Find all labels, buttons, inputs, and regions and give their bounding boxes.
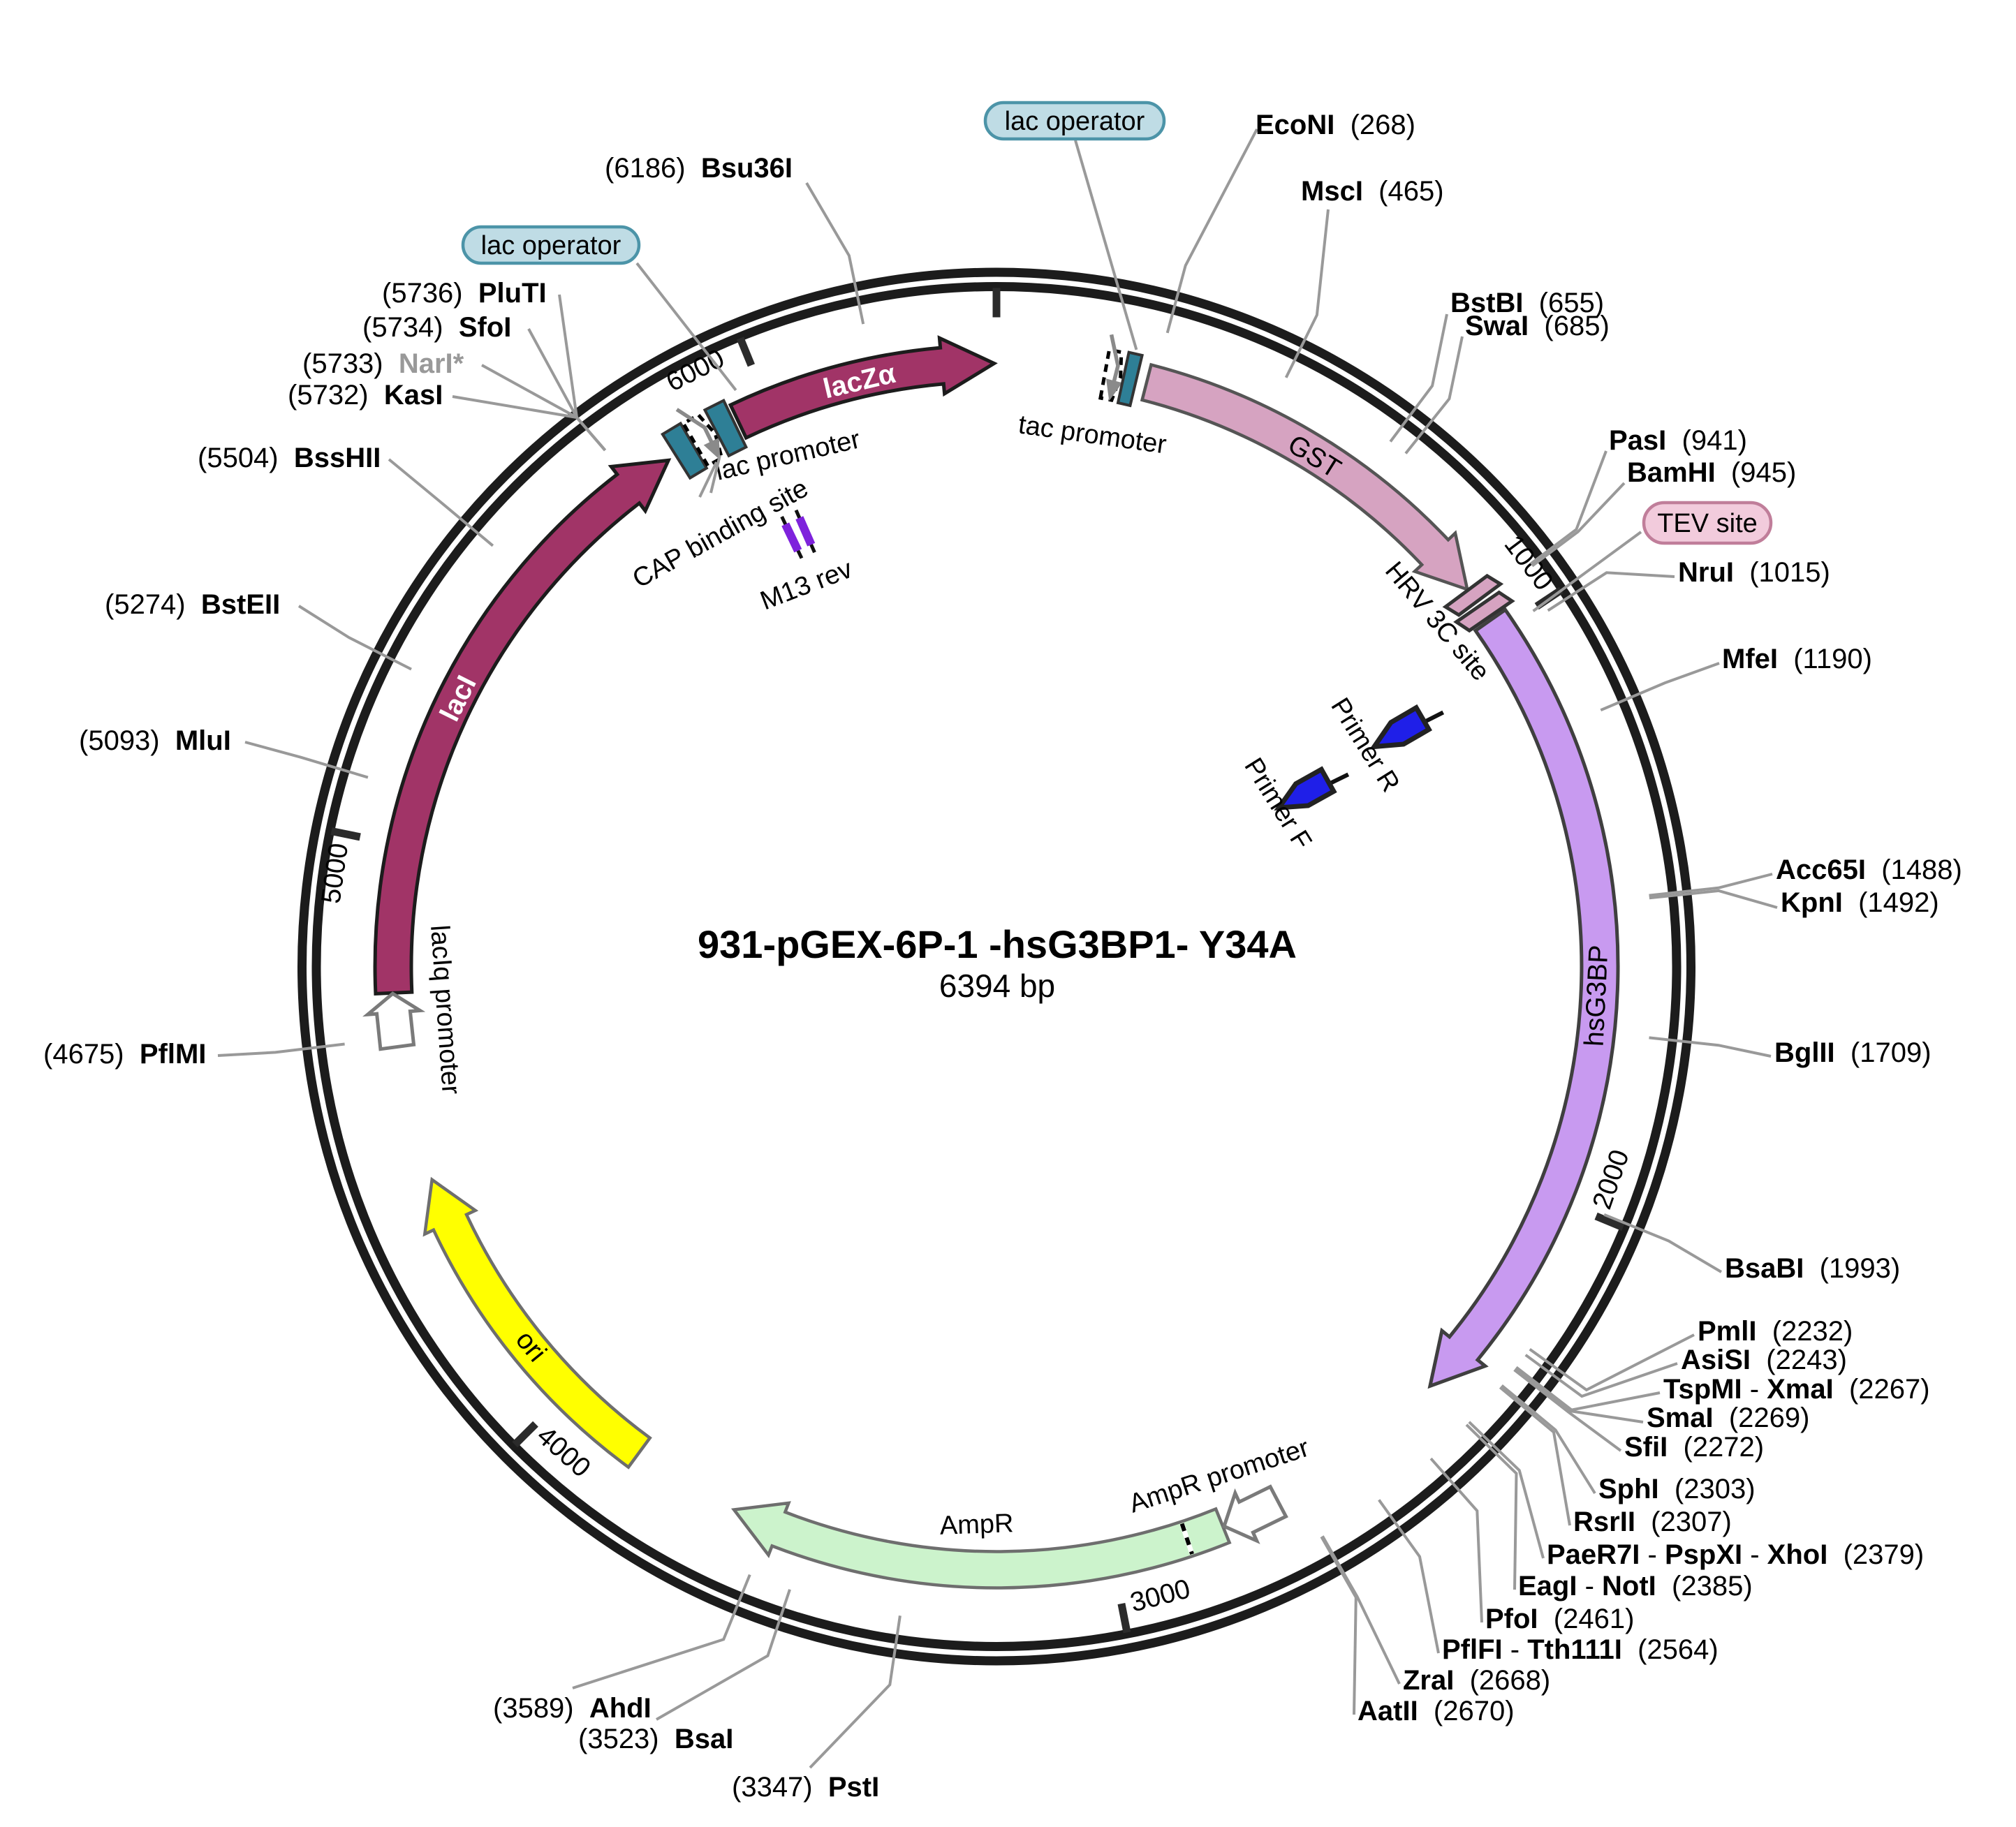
svg-text:BglII (1709): BglII (1709) bbox=[1774, 1037, 1932, 1068]
svg-text:TspMI - XmaI (2267): TspMI - XmaI (2267) bbox=[1663, 1374, 1930, 1405]
svg-text:SmaI (2269): SmaI (2269) bbox=[1647, 1403, 1809, 1433]
svg-text:hsG3BP: hsG3BP bbox=[1579, 945, 1614, 1047]
svg-text:(5504) BssHII: (5504) BssHII bbox=[198, 443, 381, 473]
svg-text:(3347) PstI: (3347) PstI bbox=[732, 1772, 879, 1803]
svg-text:SwaI (685): SwaI (685) bbox=[1465, 311, 1610, 341]
svg-text:(5736) PluTI: (5736) PluTI bbox=[382, 278, 547, 309]
svg-text:931-pGEX-6P-1 -hsG3BP1- Y34A: 931-pGEX-6P-1 -hsG3BP1- Y34A bbox=[698, 922, 1297, 966]
svg-text:SphI (2303): SphI (2303) bbox=[1598, 1474, 1756, 1504]
svg-text:SfiI (2272): SfiI (2272) bbox=[1624, 1432, 1764, 1463]
svg-text:BsaBI (1993): BsaBI (1993) bbox=[1725, 1253, 1900, 1284]
svg-text:PmlI (2232): PmlI (2232) bbox=[1698, 1316, 1853, 1347]
svg-text:(5734) SfoI: (5734) SfoI bbox=[362, 312, 511, 343]
svg-text:(6186) Bsu36I: (6186) Bsu36I bbox=[605, 153, 793, 184]
svg-text:(3523) BsaI: (3523) BsaI bbox=[578, 1724, 733, 1754]
svg-text:MscI (465): MscI (465) bbox=[1301, 176, 1444, 207]
svg-text:Acc65I (1488): Acc65I (1488) bbox=[1776, 855, 1962, 885]
svg-text:BstBI (655): BstBI (655) bbox=[1450, 288, 1604, 318]
svg-text:lac operator: lac operator bbox=[1005, 107, 1145, 136]
svg-text:TEV site: TEV site bbox=[1657, 509, 1758, 538]
svg-text:PfoI (2461): PfoI (2461) bbox=[1485, 1604, 1634, 1634]
svg-text:AatII (2670): AatII (2670) bbox=[1358, 1696, 1515, 1726]
svg-text:AmpR: AmpR bbox=[939, 1509, 1014, 1541]
svg-text:(5274) BstEII: (5274) BstEII bbox=[105, 589, 280, 620]
svg-text:(5733) NarI*: (5733) NarI* bbox=[302, 348, 464, 379]
svg-text:(5732) KasI: (5732) KasI bbox=[288, 380, 443, 410]
svg-text:PasI (941): PasI (941) bbox=[1609, 425, 1747, 456]
svg-text:(4675) PflMI: (4675) PflMI bbox=[43, 1039, 206, 1070]
svg-text:PflFI - Tth111I (2564): PflFI - Tth111I (2564) bbox=[1442, 1634, 1719, 1665]
svg-text:6394 bp: 6394 bp bbox=[939, 968, 1055, 1004]
svg-text:MfeI (1190): MfeI (1190) bbox=[1722, 644, 1872, 674]
svg-text:KpnI (1492): KpnI (1492) bbox=[1781, 887, 1939, 918]
svg-text:BamHI (945): BamHI (945) bbox=[1627, 457, 1796, 488]
svg-text:(3589) AhdI: (3589) AhdI bbox=[493, 1693, 652, 1724]
svg-text:lac operator: lac operator bbox=[481, 231, 621, 260]
svg-text:ZraI (2668): ZraI (2668) bbox=[1403, 1665, 1550, 1696]
svg-text:AsiSI (2243): AsiSI (2243) bbox=[1681, 1345, 1847, 1375]
svg-text:(5093) MluI: (5093) MluI bbox=[79, 725, 231, 756]
svg-text:PaeR7I - PspXI - XhoI (2379): PaeR7I - PspXI - XhoI (2379) bbox=[1547, 1539, 1924, 1570]
svg-text:RsrII (2307): RsrII (2307) bbox=[1573, 1507, 1732, 1537]
svg-text:EcoNI (268): EcoNI (268) bbox=[1256, 110, 1415, 140]
svg-text:NruI (1015): NruI (1015) bbox=[1678, 557, 1830, 588]
svg-text:EagI - NotI (2385): EagI - NotI (2385) bbox=[1518, 1571, 1753, 1602]
